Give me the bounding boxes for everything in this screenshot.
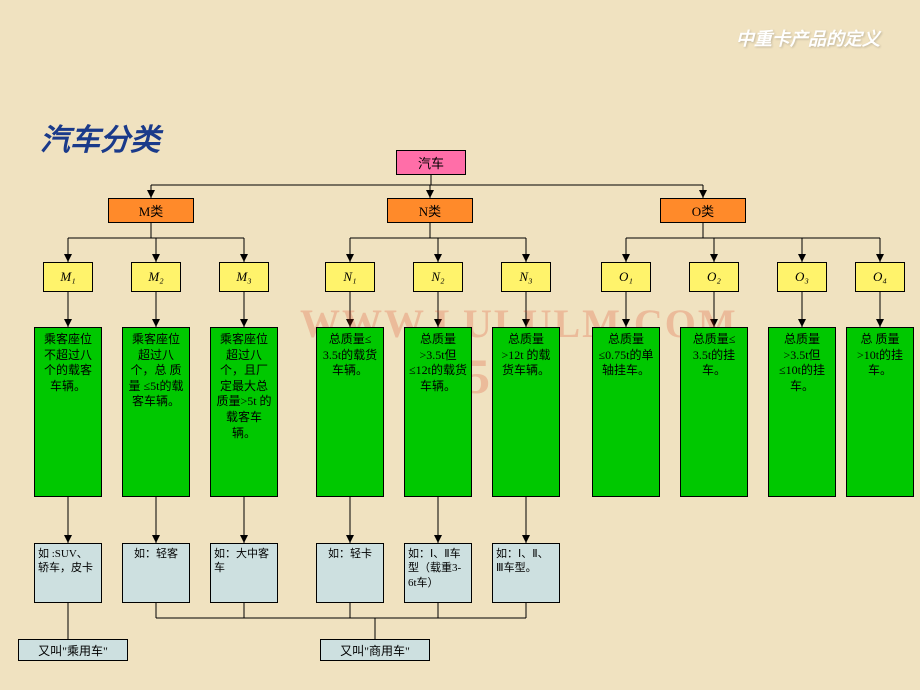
category-N: N类 [387,198,473,223]
sub-O3: O₃ [777,262,827,292]
example-M3: 如：大中客车 [210,543,278,603]
sub-N2: N₂ [413,262,463,292]
desc-O2: 总质量≤ 3.5t的挂车。 [680,327,748,497]
desc-M1: 乘客座位不超过八个的载客车辆。 [34,327,102,497]
example-M2: 如：轻客 [122,543,190,603]
desc-O4: 总 质量 >10t的挂车。 [846,327,914,497]
category-M: M类 [108,198,194,223]
example-N3: 如：Ⅰ、Ⅱ、 Ⅲ车型。 [492,543,560,603]
sub-O1: O₁ [601,262,651,292]
category-O: O类 [660,198,746,223]
sub-N1: N₁ [325,262,375,292]
sub-O2: O₂ [689,262,739,292]
sub-M1: M₁ [43,262,93,292]
example-N2: 如：Ⅰ、Ⅱ车型（载重3-6t车） [404,543,472,603]
desc-M2: 乘客座位超过八个，总 质 量 ≤5t的载客车辆。 [122,327,190,497]
desc-O1: 总质量≤0.75t的单轴挂车。 [592,327,660,497]
sub-O4: O₄ [855,262,905,292]
desc-M3: 乘客座位超过八个，且厂定最大总质量>5t 的载客车辆。 [210,327,278,497]
bottom-label-1: 又叫"商用车" [320,639,430,661]
example-M1: 如 :SUV、轿车，皮卡 [34,543,102,603]
desc-N3: 总质量>12t 的载货车辆。 [492,327,560,497]
desc-O3: 总质量>3.5t但≤10t的挂车。 [768,327,836,497]
sub-M2: M₂ [131,262,181,292]
desc-N2: 总质量>3.5t但≤12t的载货车辆。 [404,327,472,497]
root-node: 汽车 [396,150,466,175]
bottom-label-0: 又叫"乘用车" [18,639,128,661]
sub-N3: N₃ [501,262,551,292]
desc-N1: 总质量≤ 3.5t的载货车辆。 [316,327,384,497]
sub-M3: M₃ [219,262,269,292]
example-N1: 如：轻卡 [316,543,384,603]
